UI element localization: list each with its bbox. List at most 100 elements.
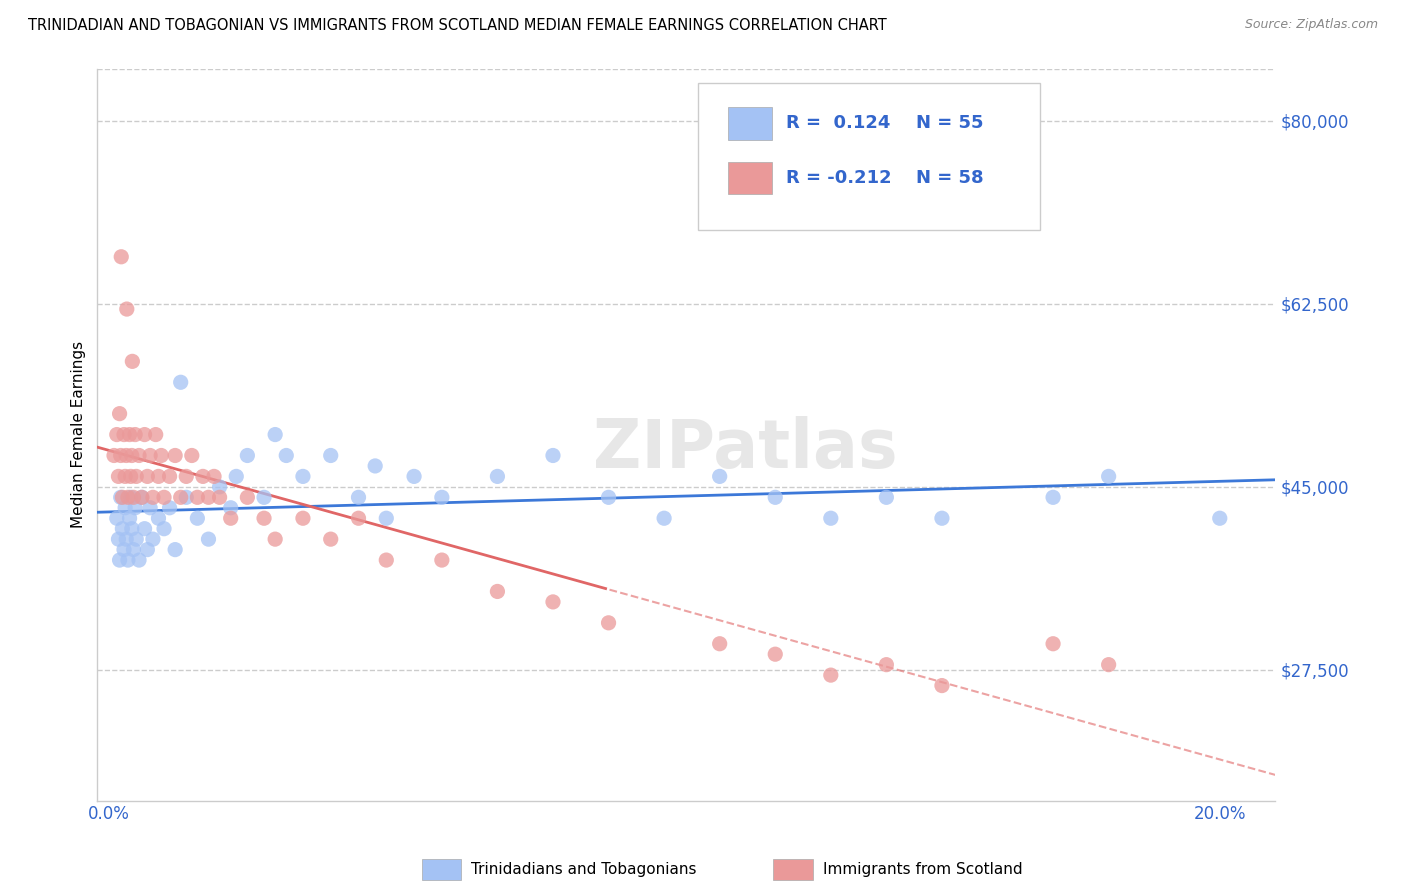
Point [541,449,564,463]
Point [108,407,131,421]
Point [103,449,125,463]
Point [820,668,842,682]
Text: N = 55: N = 55 [917,114,984,132]
Point [598,491,620,505]
Point [186,511,208,525]
Point [276,449,298,463]
Point [165,449,187,463]
Point [931,511,953,525]
Point [202,469,225,483]
Point [122,542,145,557]
Text: R =  0.124: R = 0.124 [786,114,891,132]
Point [170,491,193,505]
Point [105,511,128,525]
Point [291,469,314,483]
Point [709,637,731,651]
Point [108,553,131,567]
Text: R = -0.212: R = -0.212 [786,169,891,187]
Point [931,679,953,693]
Point [118,511,141,525]
Point [253,491,276,505]
Point [165,542,187,557]
Point [191,469,214,483]
Point [1042,637,1064,651]
Point [291,511,314,525]
Point [236,491,259,505]
Point [107,532,129,546]
Point [347,491,370,505]
Point [115,449,138,463]
Point [208,491,231,505]
Point [253,511,276,525]
Point [347,511,370,525]
Point [225,469,247,483]
Point [148,469,170,483]
Point [197,532,219,546]
Point [404,469,426,483]
Point [134,522,156,536]
Text: ZIPatlas: ZIPatlas [593,417,897,483]
Point [118,427,141,442]
Point [107,469,129,483]
Point [131,491,153,505]
Point [125,532,148,546]
Point [120,491,142,505]
Point [117,553,139,567]
Point [128,553,150,567]
Point [139,500,162,515]
FancyBboxPatch shape [699,83,1040,229]
Point [319,449,342,463]
Point [180,449,202,463]
Point [134,427,156,442]
Point [159,500,181,515]
Point [110,250,132,264]
Point [820,511,842,525]
Point [709,469,731,483]
Point [139,449,162,463]
Point [128,449,150,463]
Point [174,469,197,483]
Point [105,427,128,442]
Text: TRINIDADIAN AND TOBAGONIAN VS IMMIGRANTS FROM SCOTLAND MEDIAN FEMALE EARNINGS CO: TRINIDADIAN AND TOBAGONIAN VS IMMIGRANTS… [28,18,887,33]
Point [150,449,173,463]
Point [264,532,287,546]
Point [219,511,242,525]
Point [148,511,170,525]
Point [114,469,136,483]
Point [112,427,135,442]
Point [236,449,259,463]
Point [875,657,897,672]
Point [117,491,139,505]
Point [111,491,134,505]
Point [136,542,159,557]
Point [430,553,453,567]
Point [486,469,509,483]
Point [121,522,143,536]
Point [264,427,287,442]
Point [174,491,197,505]
Point [875,491,897,505]
FancyBboxPatch shape [727,162,772,194]
Point [153,522,176,536]
Point [1098,469,1121,483]
Point [219,500,242,515]
Point [486,584,509,599]
Text: Trinidadians and Tobagonians: Trinidadians and Tobagonians [471,863,696,877]
Point [131,491,153,505]
Point [136,469,159,483]
Point [112,542,135,557]
Text: Source: ZipAtlas.com: Source: ZipAtlas.com [1244,18,1378,31]
Point [111,522,134,536]
Point [145,427,167,442]
Point [159,469,181,483]
Point [375,511,398,525]
Point [430,491,453,505]
Text: N = 58: N = 58 [917,169,984,187]
Point [170,376,193,390]
Point [115,532,138,546]
Point [598,615,620,630]
Point [375,553,398,567]
Point [125,469,148,483]
Point [120,469,142,483]
Point [121,354,143,368]
